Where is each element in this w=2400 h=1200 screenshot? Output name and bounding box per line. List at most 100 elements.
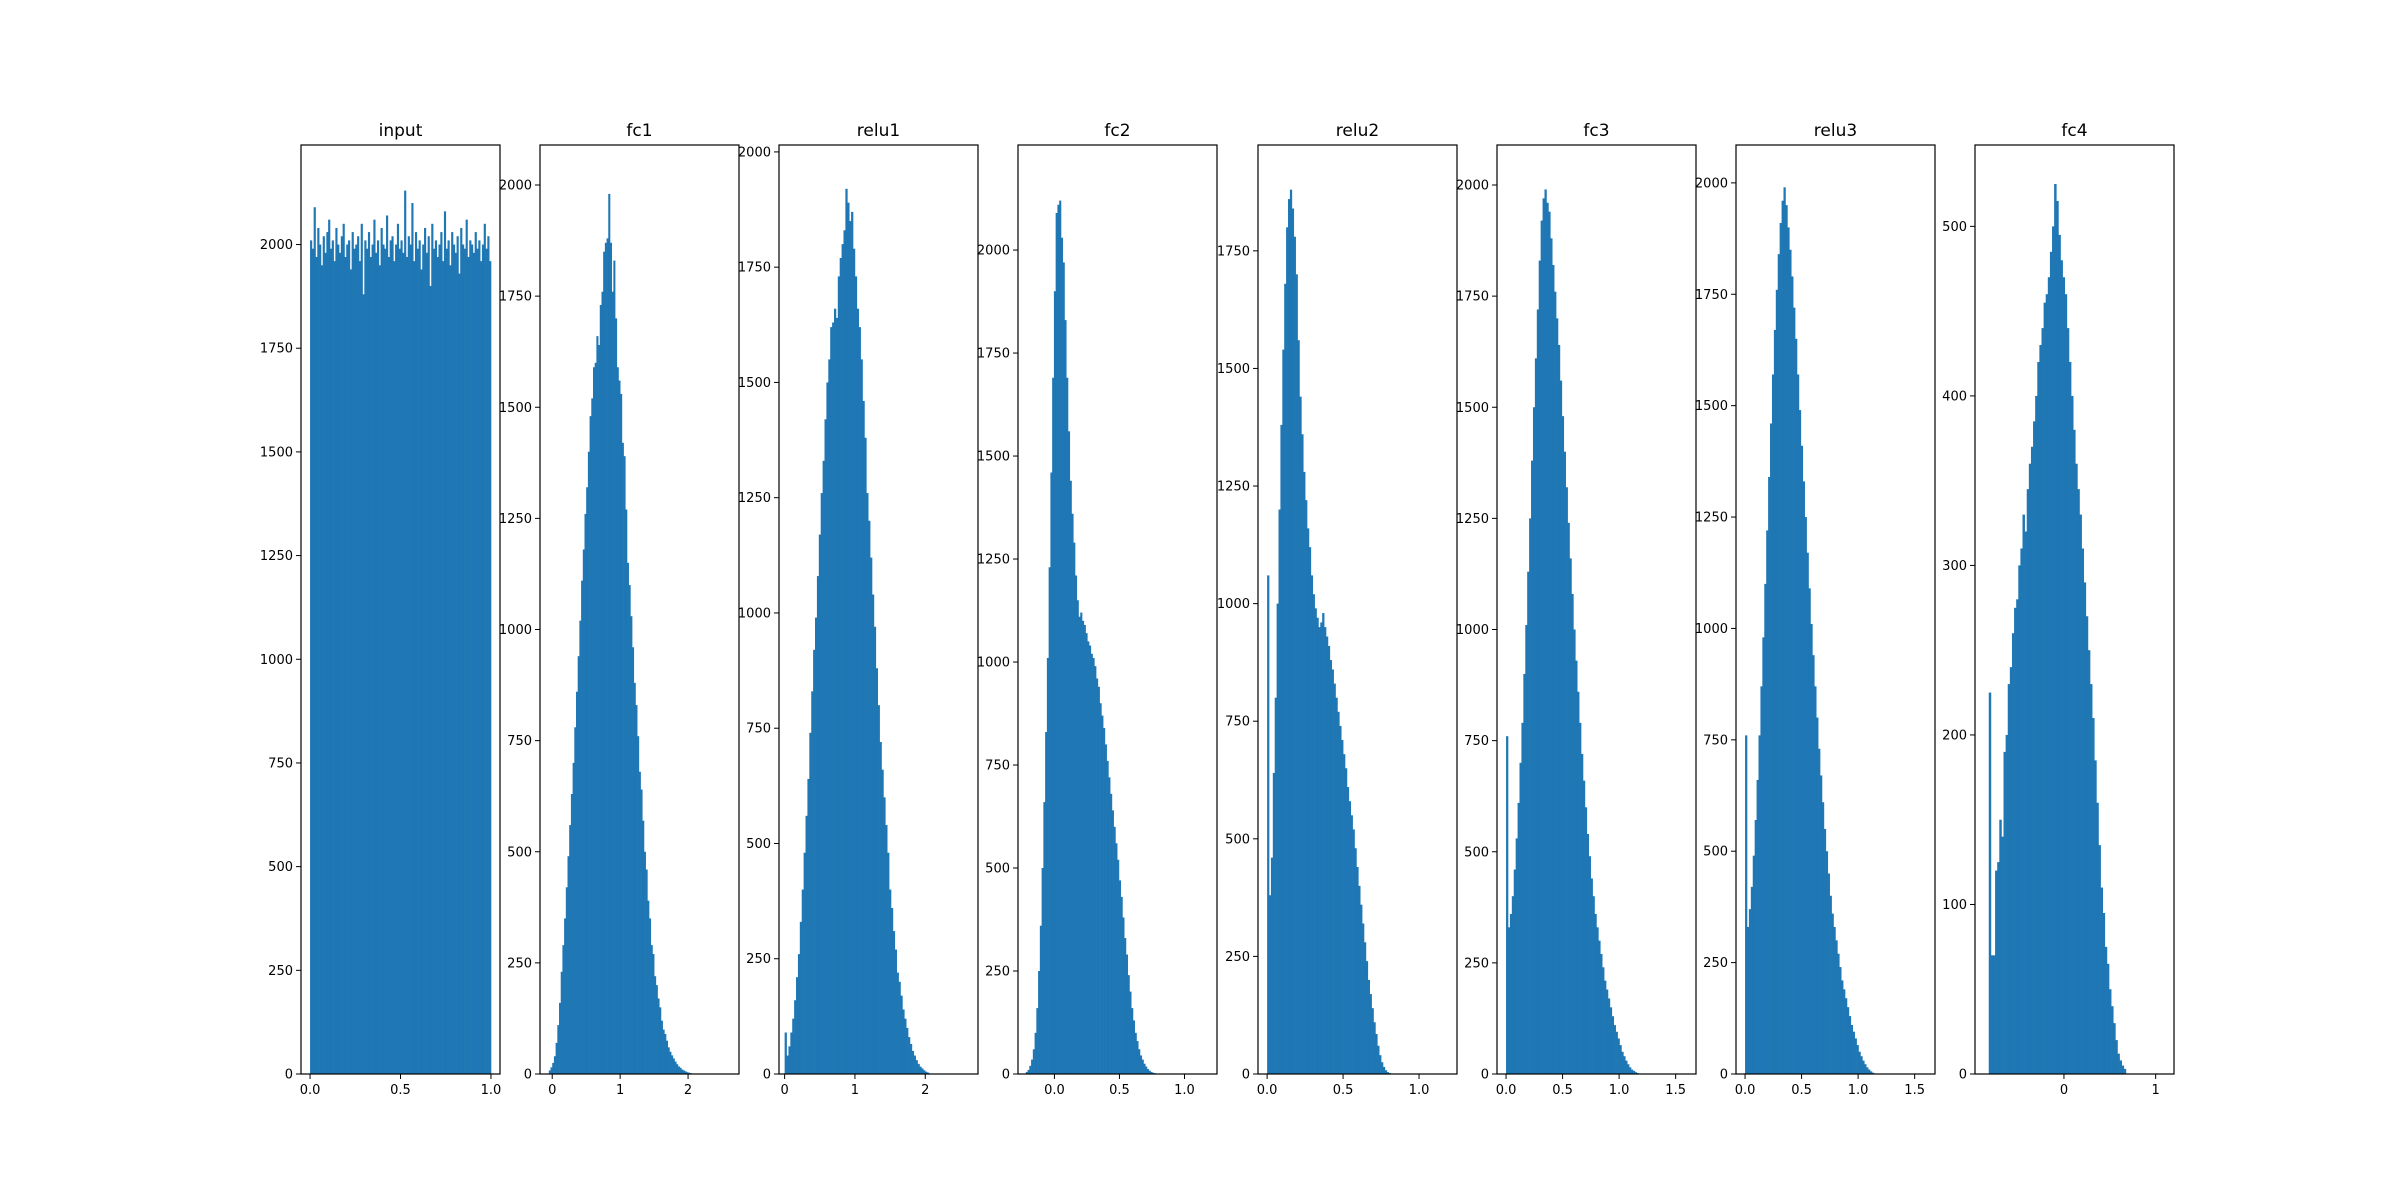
histogram-bar — [1609, 1007, 1613, 1074]
histogram-bar — [322, 236, 325, 1074]
histogram-bar — [324, 252, 327, 1074]
histogram-bar — [820, 493, 823, 1074]
x-tick-label: 0.5 — [1552, 1083, 1573, 1098]
histogram-bars — [784, 188, 930, 1074]
histogram-bar — [1106, 760, 1109, 1074]
y-tick-label: 1250 — [1456, 512, 1489, 527]
histogram-bar — [387, 256, 390, 1074]
histogram-bar — [1293, 236, 1296, 1074]
histogram-bar — [1764, 583, 1767, 1074]
histogram-bar — [1320, 622, 1323, 1074]
histogram-bar — [454, 252, 457, 1074]
histogram-bar — [1800, 445, 1804, 1074]
histogram-bar — [1096, 678, 1099, 1074]
histogram-bar — [682, 1070, 686, 1074]
y-tick-label: 750 — [507, 734, 532, 749]
y-tick-label: 1750 — [738, 261, 771, 276]
histogram-bar — [833, 308, 837, 1074]
y-tick-label: 2000 — [1695, 176, 1728, 191]
histogram-bar — [828, 359, 831, 1074]
histogram-bar — [1627, 1064, 1630, 1074]
histogram-bar — [1575, 660, 1578, 1074]
histogram-bar — [463, 248, 466, 1074]
histogram-bar — [1329, 660, 1333, 1074]
histogram-bar — [843, 230, 846, 1074]
y-tick-label: 0 — [763, 1068, 771, 1083]
histogram-bar — [320, 265, 324, 1074]
y-tick-label: 2000 — [977, 244, 1010, 259]
histogram-bar — [896, 972, 899, 1074]
y-tick-label: 1250 — [977, 553, 1010, 568]
histogram-bar — [1770, 423, 1773, 1074]
histogram-bar — [2030, 446, 2034, 1074]
histogram-bar — [579, 620, 582, 1074]
histogram-bar — [1324, 627, 1327, 1074]
y-tick-label: 250 — [1703, 956, 1728, 971]
histogram-bar — [1594, 913, 1597, 1074]
histogram-bar — [1118, 880, 1121, 1074]
y-tick-label: 0 — [1242, 1068, 1250, 1083]
histogram-bar — [1117, 859, 1120, 1074]
histogram-bar — [1848, 1016, 1852, 1074]
histogram-bar — [416, 248, 419, 1074]
y-tick-label: 1250 — [499, 512, 532, 527]
histogram-bar — [2111, 1006, 2114, 1074]
histogram-bar — [1846, 1007, 1850, 1074]
y-tick-label: 0 — [285, 1068, 293, 1083]
histogram-bar — [652, 953, 655, 1074]
x-tick-label: 2 — [684, 1083, 692, 1098]
histogram-bar — [830, 327, 833, 1074]
histogram-bar — [1103, 727, 1106, 1074]
histogram-bar — [395, 244, 398, 1074]
histogram-bar — [1043, 802, 1046, 1074]
histogram-bar — [393, 261, 396, 1074]
histogram-bar — [601, 291, 604, 1074]
histogram-bar — [351, 232, 354, 1074]
histogram-bar — [1145, 1066, 1148, 1074]
histogram-bar — [606, 238, 609, 1074]
histogram-bar — [1532, 407, 1536, 1074]
histogram-bar — [887, 852, 890, 1074]
histogram-bar — [1269, 895, 1272, 1074]
histogram-bar — [2098, 845, 2101, 1074]
histogram-bar — [616, 367, 619, 1074]
y-tick-label: 2000 — [738, 145, 771, 160]
histogram-bar — [594, 362, 597, 1074]
histogram-bar — [908, 1037, 911, 1074]
histogram-bar — [635, 705, 638, 1074]
histogram-bar — [1066, 377, 1069, 1074]
histogram-bar — [1291, 208, 1295, 1074]
histogram-bar — [1581, 753, 1584, 1074]
histogram-bar — [366, 248, 369, 1074]
histogram-bar — [451, 232, 454, 1074]
histogram-bar — [360, 223, 363, 1074]
histogram-bar — [1841, 980, 1844, 1074]
histogram-bar — [609, 242, 613, 1074]
y-tick-label: 1750 — [977, 347, 1010, 362]
histogram-bar — [1101, 715, 1104, 1074]
histogram-bar — [2001, 836, 2004, 1074]
histogram-bar — [1748, 909, 1752, 1074]
histogram-bar — [1858, 1051, 1861, 1074]
histogram-bar — [633, 682, 636, 1074]
histogram-bar — [839, 257, 842, 1074]
x-tick-label: 1.0 — [1609, 1083, 1630, 1098]
histogram-bar — [1354, 848, 1357, 1074]
histogram-bar — [1325, 636, 1329, 1074]
histogram-bar — [1046, 657, 1049, 1074]
axes-frame — [1257, 144, 1458, 1075]
axes-frame — [1974, 144, 2175, 1075]
histogram-bar — [474, 232, 477, 1074]
histogram-bar — [1124, 938, 1127, 1074]
histogram-bar — [1569, 558, 1572, 1074]
histogram-bar — [328, 219, 331, 1074]
histogram-panel-fc2: fc2 0 250 500 750 1000 1250 1500 1750 2000 0.0 0.5 1… — [977, 121, 1218, 1098]
histogram-bar — [1071, 513, 1074, 1074]
x-tick-label: 0 — [548, 1083, 556, 1098]
panel-title: relu1 — [857, 121, 900, 141]
histogram-bar — [1029, 1065, 1032, 1074]
histogram-bar — [906, 1027, 909, 1074]
histogram-bar — [1552, 265, 1555, 1074]
histogram-bar — [1136, 1041, 1139, 1074]
histogram-bar — [1350, 815, 1353, 1074]
